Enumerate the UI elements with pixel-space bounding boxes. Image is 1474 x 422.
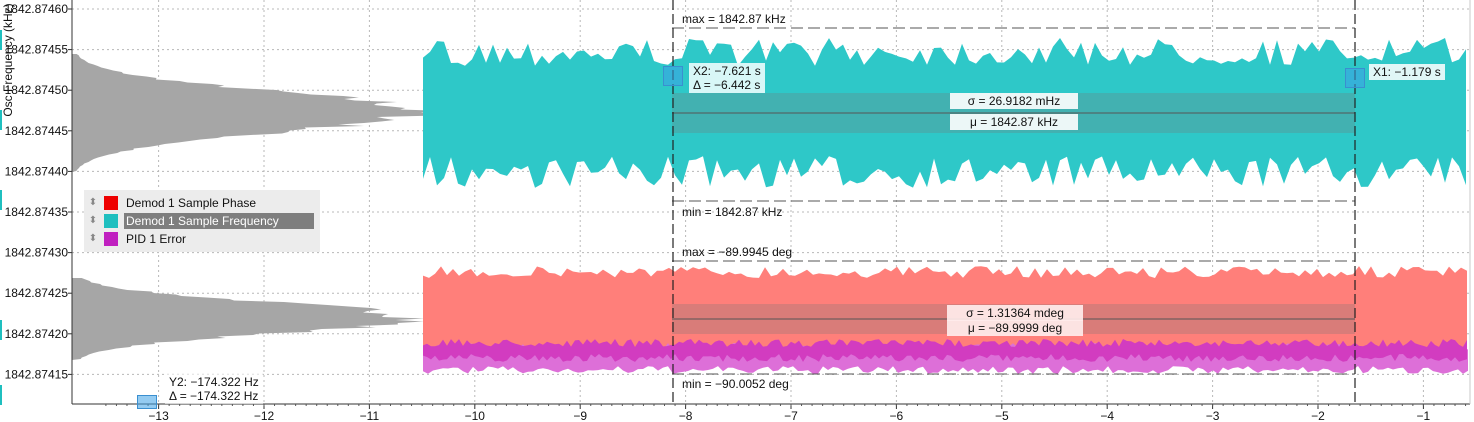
x1-cursor-handle[interactable]	[1345, 68, 1365, 88]
edge-marker	[0, 190, 2, 210]
y-tick-label: 1842.87435	[5, 205, 69, 219]
pid-trace-inner	[423, 339, 1467, 362]
legend-label-frequency: Demod 1 Sample Frequency	[124, 213, 314, 229]
freq-min-label: min = 1842.87 kHz	[682, 205, 783, 219]
x-tick-label: −12	[254, 409, 275, 422]
histogram-bars	[72, 54, 447, 172]
x2-cursor-handle[interactable]	[663, 66, 683, 86]
y-tick-label: 1842.87440	[5, 164, 69, 178]
edge-marker	[0, 320, 2, 340]
y2-cursor-handle[interactable]	[137, 395, 157, 409]
legend-swatch-frequency	[104, 214, 118, 228]
phase-mu-label: μ = −89.9999 deg	[947, 320, 1083, 336]
freq-sigma-label: σ = 26.9182 mHz	[950, 93, 1078, 109]
cursor-lines	[672, 0, 1356, 404]
x-axis: −13 −12 −11 −10 −9 −8 −7 −6 −5 −4 −3 −2 −1	[105, 404, 1467, 422]
traces	[423, 38, 1468, 374]
histograms	[72, 54, 447, 360]
legend-label-phase: Demod 1 Sample Phase	[126, 196, 257, 210]
x-tick-label: −4	[1100, 409, 1114, 422]
y-axis: 1842.87460 1842.87455 1842.87450 1842.87445…	[5, 2, 72, 381]
edge-marker	[0, 30, 2, 50]
phase-min-label: min = −90.0052 deg	[682, 377, 789, 391]
histogram-bars	[72, 278, 425, 360]
drag-handle-icon[interactable]: ⬍	[88, 197, 98, 208]
y2-delta: Δ = −174.322 Hz	[169, 389, 259, 403]
x-tick-label: −7	[784, 409, 798, 422]
x1-cursor-readout: X1: −1.179 s	[1369, 64, 1445, 80]
y-axis-label: Osc Frequency (kHz)	[1, 3, 15, 116]
x2-delta: Δ = −6.442 s	[693, 78, 761, 92]
y-tick-label: 1842.87445	[5, 124, 69, 138]
freq-max-label: max = 1842.87 kHz	[682, 12, 786, 26]
x-tick-label: −8	[679, 409, 693, 422]
phase-sigma-label: σ = 1.31364 mdeg	[947, 305, 1083, 321]
y-tick-label: 1842.87425	[5, 286, 69, 300]
axes	[0, 0, 1471, 405]
x-tick-label: −13	[148, 409, 169, 422]
phase-trace	[423, 266, 1467, 365]
x2-cursor-readout: X2: −7.621 s Δ = −6.442 s	[689, 63, 765, 93]
freq-mu-label: μ = 1842.87 kHz	[950, 114, 1078, 130]
x-tick-label: −9	[573, 409, 587, 422]
x-tick-label: −3	[1206, 409, 1220, 422]
x2-value: X2: −7.621 s	[693, 64, 761, 78]
x-tick-label: −5	[995, 409, 1009, 422]
legend-label-pid: PID 1 Error	[126, 232, 187, 246]
y-tick-label: 1842.87430	[5, 246, 69, 260]
x-tick-label: −11	[360, 409, 380, 422]
y-tick-label: 1842.87455	[5, 43, 69, 57]
y-tick-label: 1842.87415	[5, 367, 69, 381]
y-tick-label: 1842.87420	[5, 327, 69, 341]
x-tick-label: −2	[1311, 409, 1325, 422]
drag-handle-icon[interactable]: ⬍	[88, 233, 98, 244]
drag-handle-icon[interactable]: ⬍	[88, 215, 98, 226]
edge-marker	[0, 110, 2, 130]
x-tick-label: −1	[1417, 409, 1431, 422]
legend-item-frequency[interactable]: ⬍ Demod 1 Sample Frequency	[84, 212, 320, 230]
y2-value: Y2: −174.322 Hz	[169, 375, 259, 389]
phase-max-label: max = −89.9945 deg	[682, 245, 793, 259]
x-tick-label: −10	[465, 409, 486, 422]
y2-cursor-readout: Y2: −174.322 Hz Δ = −174.322 Hz	[165, 374, 263, 404]
legend-item-pid[interactable]: ⬍ PID 1 Error	[84, 230, 320, 248]
legend: ⬍ Demod 1 Sample Phase ⬍ Demod 1 Sample …	[84, 190, 320, 252]
y-tick-label: 1842.87450	[5, 83, 69, 97]
legend-swatch-pid	[104, 232, 118, 246]
legend-swatch-phase	[104, 196, 118, 210]
x-tick-label: −6	[890, 409, 904, 422]
x1-value: X1: −1.179 s	[1373, 65, 1441, 79]
y-tick-label: 1842.87460	[5, 2, 69, 16]
edge-marker	[0, 385, 2, 405]
legend-item-phase[interactable]: ⬍ Demod 1 Sample Phase	[84, 194, 320, 212]
